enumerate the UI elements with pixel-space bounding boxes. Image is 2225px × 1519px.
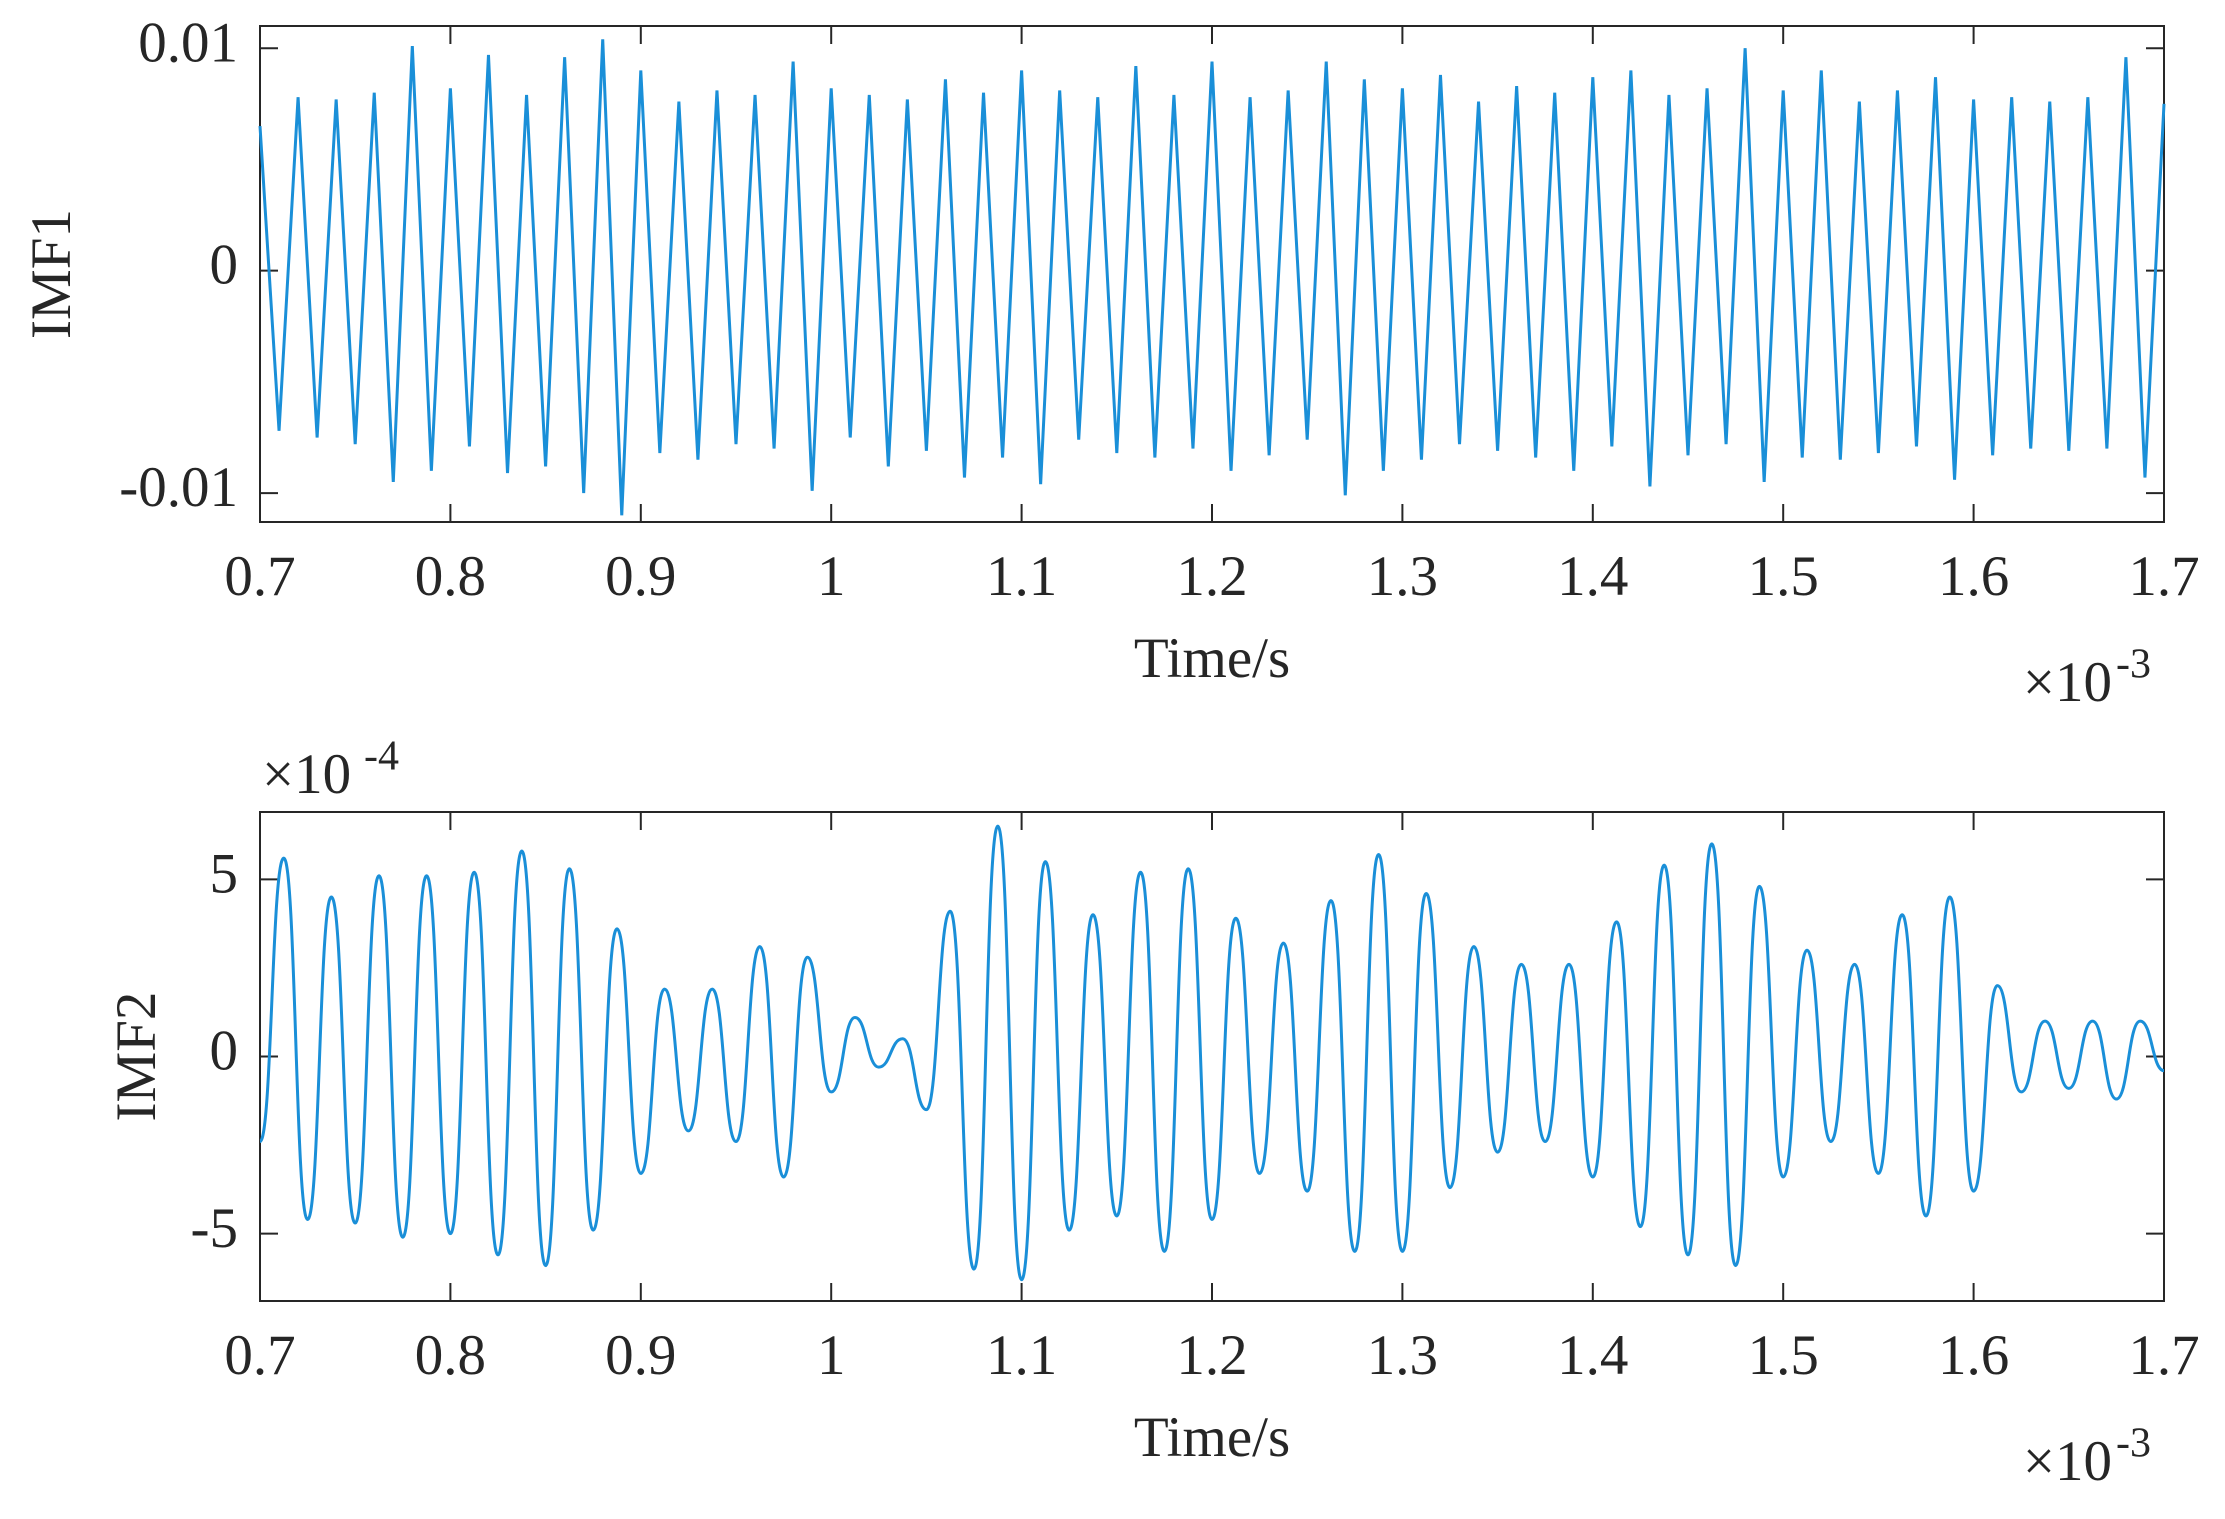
axes-box xyxy=(259,25,2165,523)
y-multiplier-exponent: -4 xyxy=(364,734,399,780)
x-tick-label: 1.6 xyxy=(1938,1324,2009,1387)
x-tick-label: 0.7 xyxy=(224,545,295,608)
x-tick-label: 1.1 xyxy=(986,1324,1057,1387)
x-tick-label: 1.4 xyxy=(1557,545,1628,608)
x-multiplier: ×10 xyxy=(2023,651,2112,714)
x-multiplier: ×10 xyxy=(2023,1430,2112,1493)
x-tick-label: 1.4 xyxy=(1557,1324,1628,1387)
y-tick-label: -5 xyxy=(191,1197,238,1260)
x-multiplier-exponent: -3 xyxy=(2116,1421,2151,1467)
y-tick-label: 0 xyxy=(210,1020,239,1083)
y-tick-label: 0.01 xyxy=(138,11,238,74)
x-tick-label: 0.7 xyxy=(224,1324,295,1387)
x-tick-label: 0.8 xyxy=(415,1324,486,1387)
y-tick-label: -0.01 xyxy=(119,456,238,519)
signal-line xyxy=(258,824,2165,1282)
x-tick-label: 1.6 xyxy=(1938,545,2009,608)
x-tick-label: 0.8 xyxy=(415,545,486,608)
x-tick-label: 1.1 xyxy=(986,545,1057,608)
x-tick-label: 1.2 xyxy=(1176,545,1247,608)
x-tick-label: 1 xyxy=(817,545,846,608)
y-tick-label: 0 xyxy=(210,234,239,297)
x-tick-label: 1.3 xyxy=(1367,1324,1438,1387)
x-tick-label: 0.9 xyxy=(605,545,676,608)
x-tick-label: 1.2 xyxy=(1176,1324,1247,1387)
y-multiplier: ×10 xyxy=(262,743,351,806)
x-tick-label: 1.5 xyxy=(1748,1324,1819,1387)
axes-box xyxy=(259,811,2165,1302)
y-axis-label: IMF2 xyxy=(105,992,168,1122)
x-axis-label: Time/s xyxy=(1134,627,1290,690)
signal-line xyxy=(258,39,2166,516)
x-tick-label: 1.7 xyxy=(2128,545,2199,608)
y-tick-label: 5 xyxy=(210,842,239,905)
x-tick-label: 1.5 xyxy=(1748,545,1819,608)
x-tick-label: 0.9 xyxy=(605,1324,676,1387)
y-axis-label: IMF1 xyxy=(20,209,83,339)
x-multiplier-exponent: -3 xyxy=(2116,642,2151,688)
x-tick-label: 1.3 xyxy=(1367,545,1438,608)
x-tick-label: 1.7 xyxy=(2128,1324,2199,1387)
x-tick-label: 1 xyxy=(817,1324,846,1387)
x-axis-label: Time/s xyxy=(1134,1406,1290,1469)
